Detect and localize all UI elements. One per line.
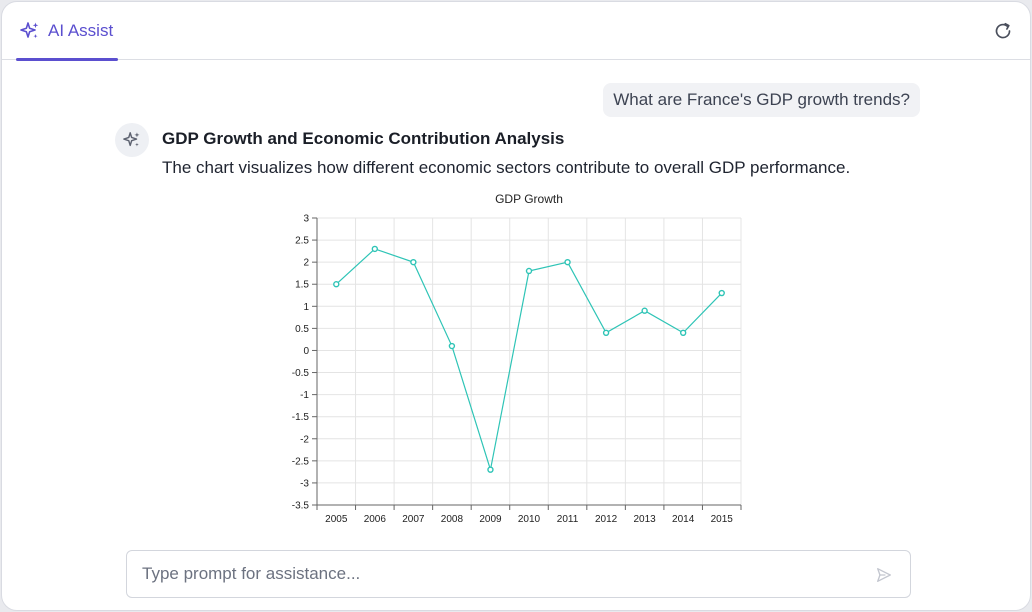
data-point [641,307,648,314]
x-tick-label: 2012 [595,514,618,525]
y-tick-label: -3.5 [292,501,310,512]
x-tick-label: 2007 [402,514,425,525]
data-point [564,258,571,266]
tab-ai-assist[interactable]: AI Assist [16,2,118,61]
chart-title: GDP Growth [495,192,563,206]
data-point [410,258,417,266]
ai-response-title: GDP Growth and Economic Contribution Ana… [162,129,565,148]
y-tick-label: 2.5 [295,236,309,247]
x-tick-label: 2005 [325,514,348,525]
y-tick-label: 0.5 [295,324,309,335]
x-tick-label: 2008 [441,514,464,525]
ai-avatar [115,123,149,157]
data-point [448,342,456,350]
ai-response-description: The chart visualizes how different econo… [162,158,851,177]
prompt-input-container [126,550,911,598]
send-button[interactable] [874,565,894,585]
tab-label: AI Assist [48,21,114,40]
data-point [487,466,494,473]
x-tick-label: 2009 [479,514,502,525]
refresh-button[interactable] [992,20,1014,42]
user-message: What are France's GDP growth trends? [603,83,920,117]
send-icon [875,566,893,584]
x-tick-label: 2010 [518,514,541,525]
refresh-icon [993,21,1013,41]
y-tick-label: -2.5 [292,456,310,467]
data-point [602,329,610,337]
sparkles-icon [20,21,40,41]
data-point [525,267,533,275]
x-tick-label: 2013 [634,514,657,525]
y-tick-label: 2 [303,258,309,269]
y-tick-label: 1.5 [295,280,309,291]
x-tick-label: 2014 [672,514,695,525]
data-point [718,289,725,297]
sparkles-icon [123,131,141,149]
x-tick-label: 2006 [364,514,387,525]
gdp-line-chart: GDP Growth 3 2.5 2 1.5 1 0.5 0 -0.5 -1 -1.5 -2 -2.5 -… [292,192,742,525]
data-point [679,329,687,337]
y-tick-label: -2 [300,434,309,445]
prompt-input[interactable] [142,564,842,584]
data-point [371,245,379,253]
y-tick-label: 3 [303,214,309,225]
y-tick-label: 1 [303,302,309,313]
x-tick-label: 2015 [711,514,734,525]
y-tick-label: 0 [303,346,309,357]
x-tick-label: 2011 [557,514,579,525]
y-tick-label: -1.5 [292,412,310,423]
active-tab-indicator [16,58,118,61]
y-tick-label: -0.5 [292,368,310,379]
y-tick-label: -3 [300,478,309,489]
y-tick-label: -1 [300,390,309,401]
data-point [333,281,340,288]
header: AI Assist [2,2,1030,61]
